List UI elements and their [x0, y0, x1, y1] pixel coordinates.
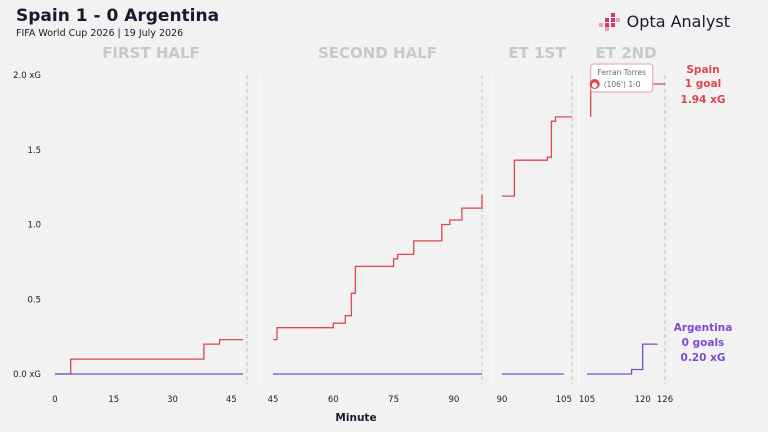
- y-tick-label: 1.5: [27, 146, 41, 156]
- x-tick-label: 75: [388, 395, 399, 405]
- y-tick-label: 1.0: [27, 221, 41, 231]
- series-lines: [55, 83, 665, 375]
- team-name: Argentina: [674, 322, 733, 334]
- x-axis-label: Minute: [335, 412, 376, 424]
- x-tick-label: 120: [635, 395, 651, 405]
- brand-mark-icon: [598, 12, 620, 31]
- period-label: FIRST HALF: [102, 44, 200, 62]
- x-tick-label: 90: [497, 395, 508, 405]
- brand-logo: Opta Analyst: [598, 12, 730, 31]
- y-tick-label: 2.0 xG: [13, 71, 41, 81]
- chart-subtitle: FIFA World Cup 2026 | 19 July 2026: [16, 28, 184, 39]
- chart-title: Spain 1 - 0 Argentina: [16, 6, 220, 26]
- team-xg-total: 0.20 xG: [681, 352, 726, 364]
- series-line-argentina: [587, 343, 658, 375]
- x-tick-label: 45: [226, 395, 237, 405]
- y-tick-label: 0.0 xG: [13, 370, 41, 380]
- x-tick-label: 105: [556, 395, 572, 405]
- team-goals: 0 goals: [682, 337, 725, 349]
- x-tick-label: 126: [657, 395, 673, 405]
- series-line-spain: [273, 194, 483, 341]
- x-tick-label: 30: [167, 395, 178, 405]
- goal-scorer: Ferran Torres: [597, 68, 646, 77]
- period-label: ET 1ST: [508, 44, 566, 62]
- x-tick-label: 0: [52, 395, 57, 405]
- series-line-spain: [55, 338, 244, 375]
- x-tick-label: 15: [108, 395, 119, 405]
- period-dividers: [246, 75, 666, 384]
- goal-detail: (106') 1-0: [604, 80, 641, 89]
- y-tick-label: 0.5: [27, 295, 41, 305]
- team-name: Spain: [686, 64, 719, 76]
- x-tick-label: 90: [448, 395, 459, 405]
- period-label: ET 2ND: [595, 44, 656, 62]
- x-tick-label: 45: [268, 395, 279, 405]
- series-line-spain: [502, 116, 572, 197]
- team-goals: 1 goal: [685, 78, 721, 90]
- team-labels: Spain 1 goal 1.94 xG Argentina 0 goals 0.20 x…: [674, 64, 733, 364]
- y-axis: 0.0 xG 0.5 1.0 1.5 2.0 xG: [13, 71, 41, 380]
- goal-annotations: Ferran Torres (106') 1-0 ●: [589, 63, 654, 93]
- goal-ball-icon: [589, 79, 600, 89]
- x-axis: 0 15 30 45 45 60 75 90 90 105 105 120 126: [52, 395, 673, 405]
- period-label: SECOND HALF: [318, 44, 437, 62]
- x-tick-label: 60: [328, 395, 339, 405]
- x-tick-label: 105: [579, 395, 595, 405]
- team-xg-total: 1.94 xG: [681, 94, 726, 106]
- goal-annotation-box: [590, 63, 654, 93]
- goal-marker-glyph: ●: [592, 81, 598, 89]
- brand-name: Opta Analyst: [626, 12, 730, 31]
- period-labels: FIRST HALF SECOND HALF ET 1ST ET 2ND: [102, 44, 656, 62]
